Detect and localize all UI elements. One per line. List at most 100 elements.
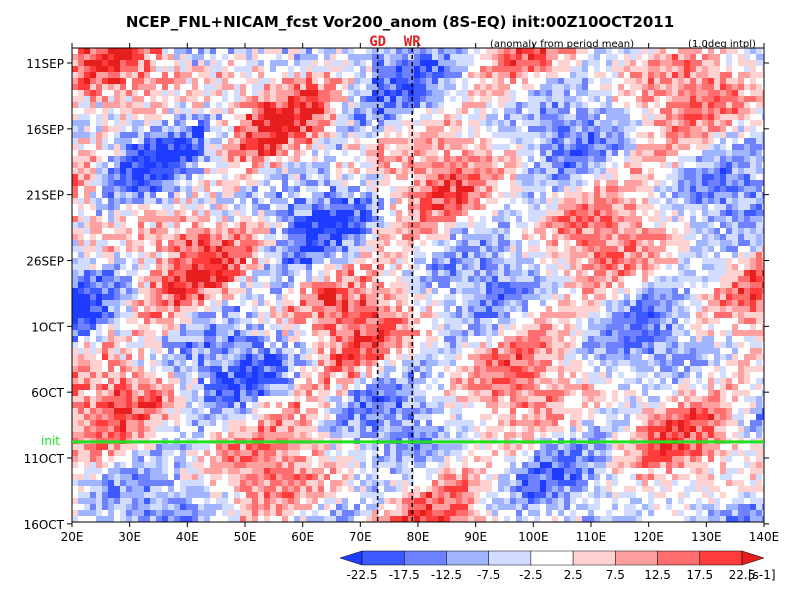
heatmap-cell <box>282 198 288 204</box>
heatmap-cell <box>390 258 396 264</box>
heatmap-cell <box>738 48 744 54</box>
heatmap-cell <box>648 96 654 102</box>
heatmap-cell <box>744 234 750 240</box>
heatmap-cell <box>744 222 750 228</box>
heatmap-cell <box>174 210 180 216</box>
heatmap-cell <box>204 174 210 180</box>
heatmap-cell <box>528 48 534 54</box>
heatmap-cell <box>390 108 396 114</box>
heatmap-cell <box>618 258 624 264</box>
heatmap-cell <box>330 108 336 114</box>
heatmap-cell <box>654 270 660 276</box>
heatmap-cell <box>234 258 240 264</box>
heatmap-cell <box>660 174 666 180</box>
heatmap-cell <box>318 162 324 168</box>
heatmap-cell <box>282 246 288 252</box>
heatmap-cell <box>648 90 654 96</box>
heatmap-cell <box>504 102 510 108</box>
heatmap-cell <box>252 282 258 288</box>
heatmap-cell <box>696 96 702 102</box>
heatmap-cell <box>576 78 582 84</box>
heatmap-cell <box>108 90 114 96</box>
heatmap-cell <box>528 162 534 168</box>
heatmap-cell <box>414 48 420 54</box>
heatmap-cell <box>270 84 276 90</box>
heatmap-cell <box>762 192 764 198</box>
heatmap-cell <box>78 258 84 264</box>
heatmap-cell <box>630 162 636 168</box>
heatmap-cell <box>426 198 432 204</box>
heatmap-cell <box>300 48 306 54</box>
heatmap-cell <box>144 48 150 54</box>
heatmap-cell <box>138 78 144 84</box>
heatmap-cell <box>714 150 720 156</box>
heatmap-cell <box>294 138 300 144</box>
heatmap-cell <box>258 234 264 240</box>
heatmap-cell <box>684 132 690 138</box>
heatmap-cell <box>324 174 330 180</box>
heatmap-cell <box>450 66 456 72</box>
heatmap-cell <box>510 102 516 108</box>
heatmap-cell <box>90 180 96 186</box>
heatmap-cell <box>114 66 120 72</box>
heatmap-cell <box>522 294 528 300</box>
heatmap-cell <box>612 150 618 156</box>
heatmap-cell <box>96 72 102 78</box>
heatmap-cell <box>270 156 276 162</box>
heatmap-cell <box>750 144 756 150</box>
heatmap-cell <box>606 54 612 60</box>
heatmap-cell <box>180 228 186 234</box>
heatmap-cell <box>714 174 720 180</box>
heatmap-cell <box>186 102 192 108</box>
heatmap-cell <box>84 156 90 162</box>
heatmap-cell <box>498 276 504 282</box>
heatmap-cell <box>636 276 642 282</box>
heatmap-cell <box>246 114 252 120</box>
heatmap-cell <box>162 180 168 186</box>
heatmap-cell <box>162 126 168 132</box>
heatmap-cell <box>198 294 204 300</box>
heatmap-cell <box>378 168 384 174</box>
heatmap-cell <box>744 96 750 102</box>
heatmap-cell <box>618 156 624 162</box>
heatmap-cell <box>696 282 702 288</box>
heatmap-cell <box>396 222 402 228</box>
heatmap-cell <box>630 204 636 210</box>
heatmap-cell <box>486 168 492 174</box>
heatmap-cell <box>78 120 84 126</box>
heatmap-cell <box>258 288 264 294</box>
heatmap-cell <box>414 210 420 216</box>
heatmap-cell <box>600 228 606 234</box>
heatmap-cell <box>558 282 564 288</box>
heatmap-cell <box>492 246 498 252</box>
heatmap-cell <box>150 174 156 180</box>
heatmap-cell <box>420 258 426 264</box>
heatmap-cell <box>528 174 534 180</box>
heatmap-cell <box>246 102 252 108</box>
heatmap-cell <box>672 198 678 204</box>
heatmap-cell <box>318 228 324 234</box>
heatmap-cell <box>378 48 384 54</box>
heatmap-cell <box>330 258 336 264</box>
heatmap-cell <box>108 150 114 156</box>
heatmap-cell <box>354 246 360 252</box>
heatmap-cell <box>660 96 666 102</box>
heatmap-cell <box>234 156 240 162</box>
heatmap-cell <box>546 180 552 186</box>
heatmap-cell <box>684 288 690 294</box>
heatmap-cell <box>630 96 636 102</box>
heatmap-cell <box>726 216 732 222</box>
heatmap-cell <box>420 234 426 240</box>
heatmap-cell <box>120 288 126 294</box>
heatmap-cell <box>444 234 450 240</box>
heatmap-cell <box>708 84 714 90</box>
heatmap-cell <box>720 216 726 222</box>
heatmap-cell <box>84 180 90 186</box>
heatmap-cell <box>240 108 246 114</box>
heatmap-cell <box>78 162 84 168</box>
heatmap-cell <box>522 72 528 78</box>
heatmap-cell <box>378 204 384 210</box>
heatmap-cell <box>462 240 468 246</box>
heatmap-cell <box>396 66 402 72</box>
heatmap-cell <box>420 180 426 186</box>
